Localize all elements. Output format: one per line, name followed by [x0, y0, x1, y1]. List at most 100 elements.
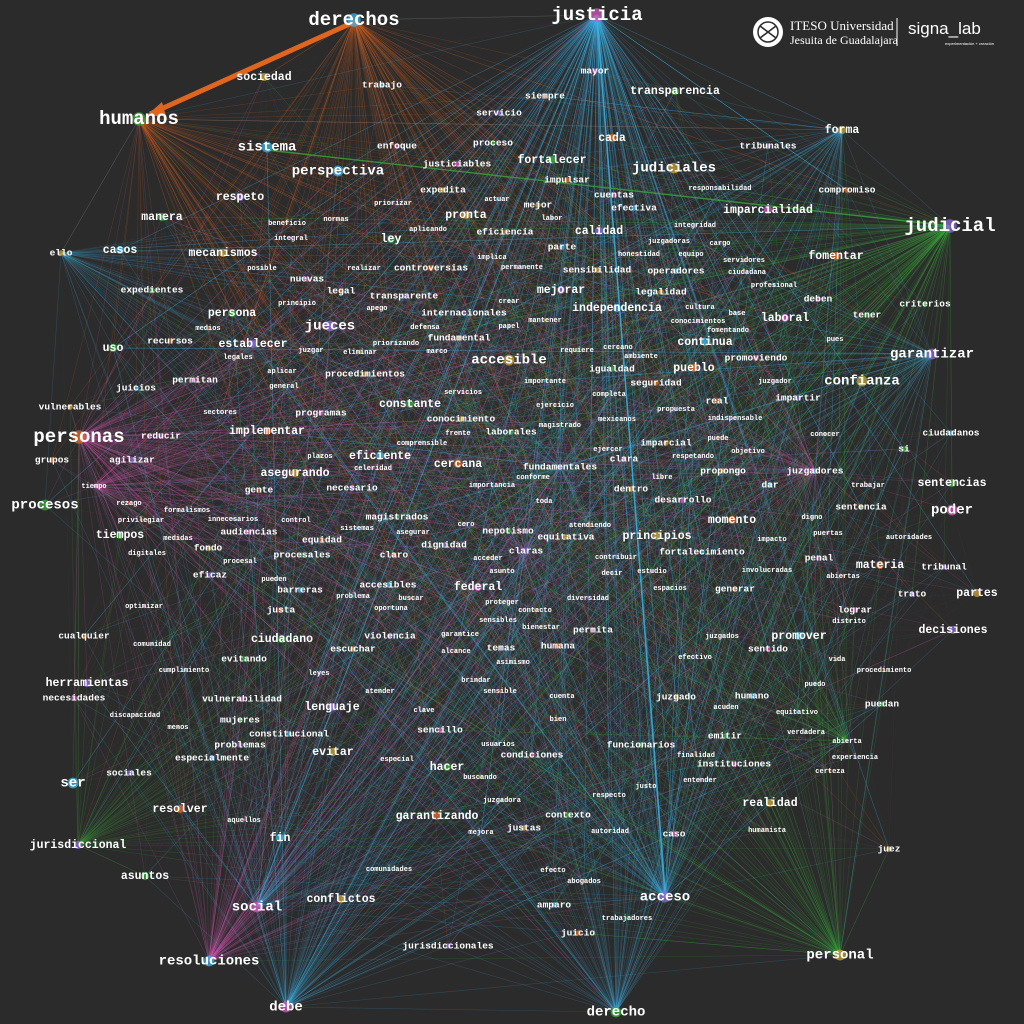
node-label: tiempos — [96, 529, 144, 542]
node-label: cuenta — [549, 693, 575, 701]
edge — [340, 690, 381, 900]
edge — [320, 300, 510, 414]
edge — [143, 554, 303, 607]
edge — [497, 601, 503, 745]
edge — [500, 424, 561, 649]
edge — [83, 595, 354, 637]
edge — [290, 237, 301, 591]
node-label: certeza — [815, 768, 845, 776]
node-label: claro — [380, 550, 409, 561]
edge — [609, 271, 748, 832]
edge — [393, 179, 568, 556]
edge — [460, 418, 813, 518]
edge — [598, 230, 838, 660]
edge — [736, 312, 868, 316]
node-label: ciudadano — [251, 633, 313, 646]
edge — [356, 527, 481, 778]
edge — [321, 432, 459, 541]
node-label: imparcial — [640, 438, 692, 449]
edge — [273, 578, 647, 787]
edge — [353, 19, 723, 637]
node-label: beneficio — [268, 220, 306, 228]
edge — [396, 669, 885, 760]
edge — [372, 295, 405, 469]
edge — [389, 629, 954, 637]
edge — [501, 799, 585, 882]
edge — [462, 300, 510, 393]
edge — [814, 380, 863, 472]
edge — [532, 476, 559, 647]
edge — [389, 476, 663, 637]
edge — [288, 733, 697, 756]
node-label: sensible — [483, 688, 517, 696]
edge — [430, 189, 848, 269]
edge — [442, 189, 837, 257]
node-label: espacios — [653, 585, 687, 593]
edge — [458, 337, 658, 537]
edge — [78, 436, 569, 816]
edge — [565, 437, 719, 538]
edge — [617, 224, 696, 348]
edge — [143, 484, 869, 607]
node-label: operadores — [647, 266, 704, 277]
edge — [675, 538, 773, 698]
edge — [567, 167, 675, 816]
node-label: resoluciones — [159, 954, 260, 970]
edge — [131, 459, 211, 576]
edge — [498, 112, 724, 472]
edge — [456, 163, 769, 650]
node-label: mejora — [468, 829, 494, 837]
edge — [239, 187, 721, 721]
edge — [410, 597, 696, 658]
edge — [143, 605, 642, 746]
edge — [321, 524, 591, 541]
edge — [690, 253, 745, 261]
node-label: respeto — [216, 191, 264, 204]
edge — [674, 90, 718, 402]
edge — [523, 695, 563, 829]
edge — [279, 516, 813, 839]
node-label: crear — [498, 298, 519, 306]
edge — [60, 252, 462, 420]
edge — [592, 145, 769, 631]
edge — [608, 253, 692, 395]
edge — [294, 19, 355, 474]
edge — [143, 303, 926, 607]
edge — [364, 373, 556, 406]
edge — [207, 484, 493, 549]
edge — [243, 349, 578, 821]
edge — [138, 118, 153, 645]
edge — [86, 682, 281, 839]
edge — [241, 698, 642, 746]
edge — [51, 459, 953, 511]
edge — [51, 314, 868, 461]
edge — [266, 430, 296, 474]
edge — [656, 189, 848, 537]
edge — [351, 487, 398, 760]
node-label: justiciables — [423, 159, 492, 170]
edge — [219, 270, 677, 413]
edge — [151, 470, 816, 645]
node-label: eliminar — [343, 349, 377, 357]
edge — [207, 547, 395, 556]
node-label: efectivo — [678, 654, 712, 662]
edge — [690, 253, 718, 402]
edge — [207, 327, 856, 758]
edge — [119, 19, 355, 251]
edge — [208, 519, 297, 962]
edge — [239, 196, 618, 420]
edge — [239, 560, 647, 787]
edge — [239, 338, 836, 562]
edge — [160, 189, 848, 437]
edge — [551, 217, 569, 816]
edge — [263, 76, 632, 490]
edge — [566, 179, 848, 191]
node-label: laboral — [761, 312, 809, 325]
edge — [131, 267, 365, 461]
edge — [179, 647, 502, 810]
node-label: honestidad — [618, 251, 660, 259]
edge — [290, 237, 613, 370]
edge — [119, 534, 323, 541]
node-label: juicio — [561, 928, 596, 939]
edge — [531, 224, 696, 756]
